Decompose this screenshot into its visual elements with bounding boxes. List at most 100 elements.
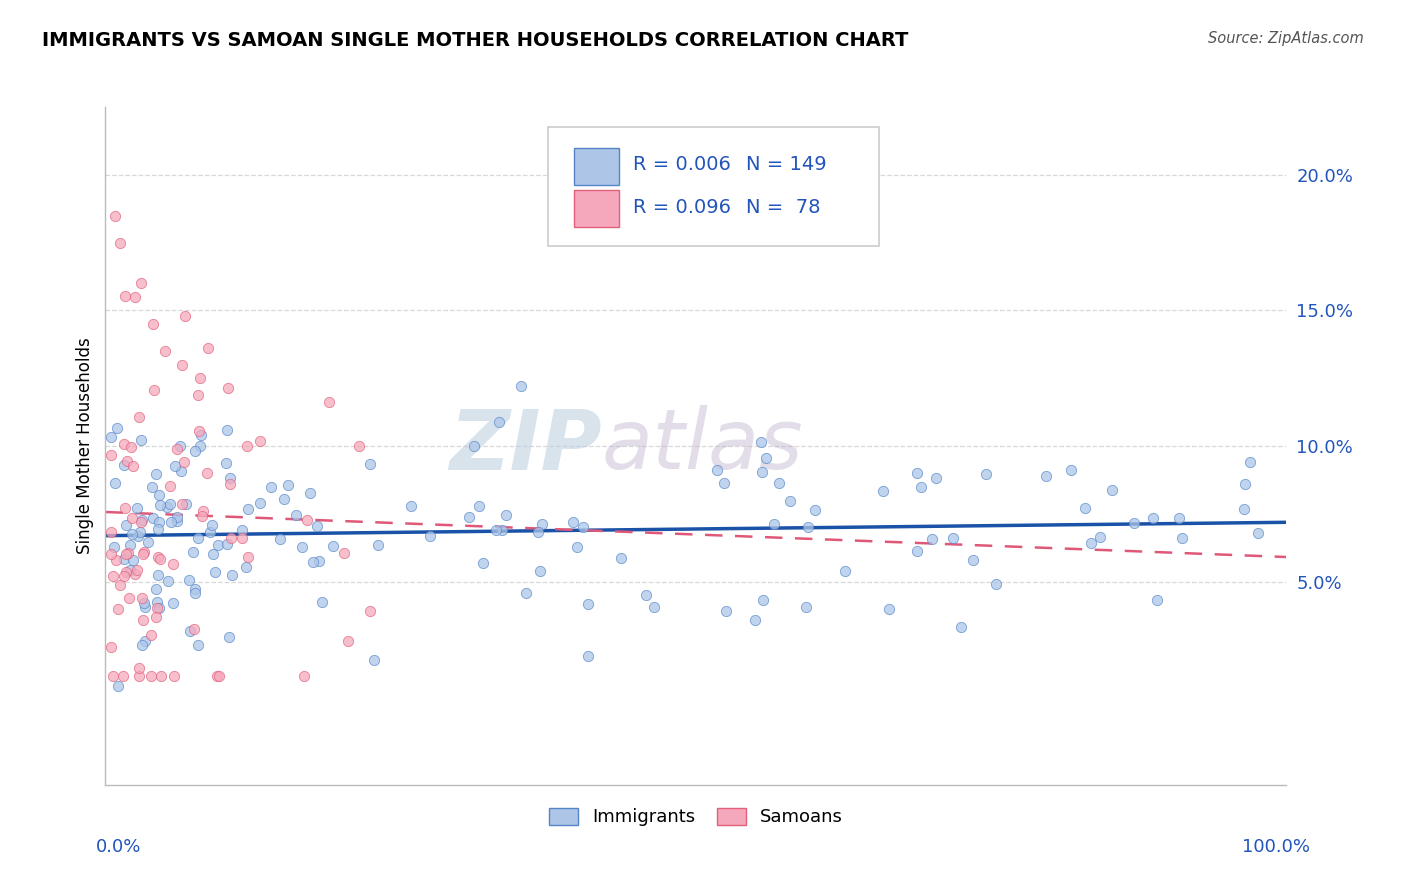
Point: [269, 532, 291, 546]
Point: [108, 235, 131, 250]
Point: [485, 523, 508, 537]
Text: atlas: atlas: [602, 406, 803, 486]
Point: [207, 669, 229, 683]
Point: [181, 545, 204, 559]
Point: [1167, 510, 1189, 524]
Point: [117, 546, 139, 560]
Point: [153, 344, 176, 359]
FancyBboxPatch shape: [574, 190, 619, 227]
Point: [299, 486, 322, 500]
Point: [925, 471, 948, 485]
Text: R = 0.096: R = 0.096: [633, 198, 731, 217]
Point: [207, 538, 229, 552]
Point: [134, 600, 156, 615]
Point: [488, 415, 510, 429]
Point: [128, 669, 150, 683]
Point: [114, 289, 136, 303]
Point: [110, 578, 132, 592]
Point: [231, 523, 253, 537]
Point: [121, 553, 143, 567]
Point: [148, 600, 170, 615]
Point: [145, 467, 167, 481]
Point: [515, 586, 537, 600]
Point: [114, 552, 136, 566]
Point: [277, 478, 299, 492]
Point: [136, 534, 159, 549]
Point: [1074, 500, 1097, 515]
Point: [529, 564, 551, 578]
Point: [149, 498, 172, 512]
Point: [219, 531, 242, 545]
FancyBboxPatch shape: [548, 128, 879, 246]
Point: [905, 466, 928, 480]
Point: [643, 599, 665, 614]
Point: [183, 623, 205, 637]
Point: [145, 582, 167, 596]
Point: [131, 513, 153, 527]
Point: [561, 516, 583, 530]
Point: [132, 613, 155, 627]
Point: [112, 458, 135, 472]
Point: [231, 531, 253, 545]
Point: [128, 410, 150, 425]
Point: [796, 600, 818, 615]
Point: [139, 669, 162, 683]
Point: [149, 551, 172, 566]
Point: [142, 510, 165, 524]
Point: [273, 492, 295, 507]
Point: [1101, 483, 1123, 497]
Point: [215, 423, 238, 437]
Point: [218, 630, 240, 644]
Point: [200, 518, 222, 533]
Point: [100, 640, 122, 655]
Point: [156, 500, 179, 514]
Point: [910, 480, 932, 494]
Legend: Immigrants, Samoans: Immigrants, Samoans: [541, 800, 851, 833]
Point: [419, 529, 441, 543]
Point: [333, 546, 356, 560]
Point: [292, 669, 315, 683]
Point: [834, 564, 856, 578]
Point: [124, 566, 146, 581]
Point: [127, 528, 149, 542]
Point: [804, 503, 827, 517]
Point: [713, 476, 735, 491]
Point: [291, 540, 314, 554]
Point: [527, 525, 550, 540]
Point: [744, 613, 766, 627]
Point: [468, 500, 491, 514]
Point: [572, 520, 595, 534]
Point: [104, 553, 127, 567]
Point: [146, 522, 169, 536]
Point: [131, 547, 153, 561]
Point: [636, 588, 658, 602]
Point: [190, 428, 212, 442]
Point: [363, 653, 385, 667]
Point: [184, 444, 207, 458]
Point: [301, 555, 323, 569]
Point: [797, 520, 820, 534]
Point: [214, 456, 236, 470]
Point: [187, 639, 209, 653]
Point: [148, 515, 170, 529]
Point: [204, 565, 226, 579]
Point: [111, 669, 134, 683]
FancyBboxPatch shape: [574, 148, 619, 185]
Point: [260, 479, 283, 493]
Point: [187, 531, 209, 545]
Point: [1233, 477, 1256, 491]
Point: [567, 540, 589, 554]
Point: [311, 595, 333, 609]
Point: [174, 497, 197, 511]
Point: [187, 425, 209, 439]
Point: [576, 597, 599, 611]
Point: [193, 504, 215, 518]
Point: [187, 387, 209, 401]
Point: [1239, 454, 1261, 468]
Point: [159, 478, 181, 492]
Point: [103, 540, 125, 554]
Point: [305, 518, 328, 533]
Text: 100.0%: 100.0%: [1243, 838, 1310, 855]
Point: [1123, 516, 1146, 531]
Point: [491, 524, 513, 538]
